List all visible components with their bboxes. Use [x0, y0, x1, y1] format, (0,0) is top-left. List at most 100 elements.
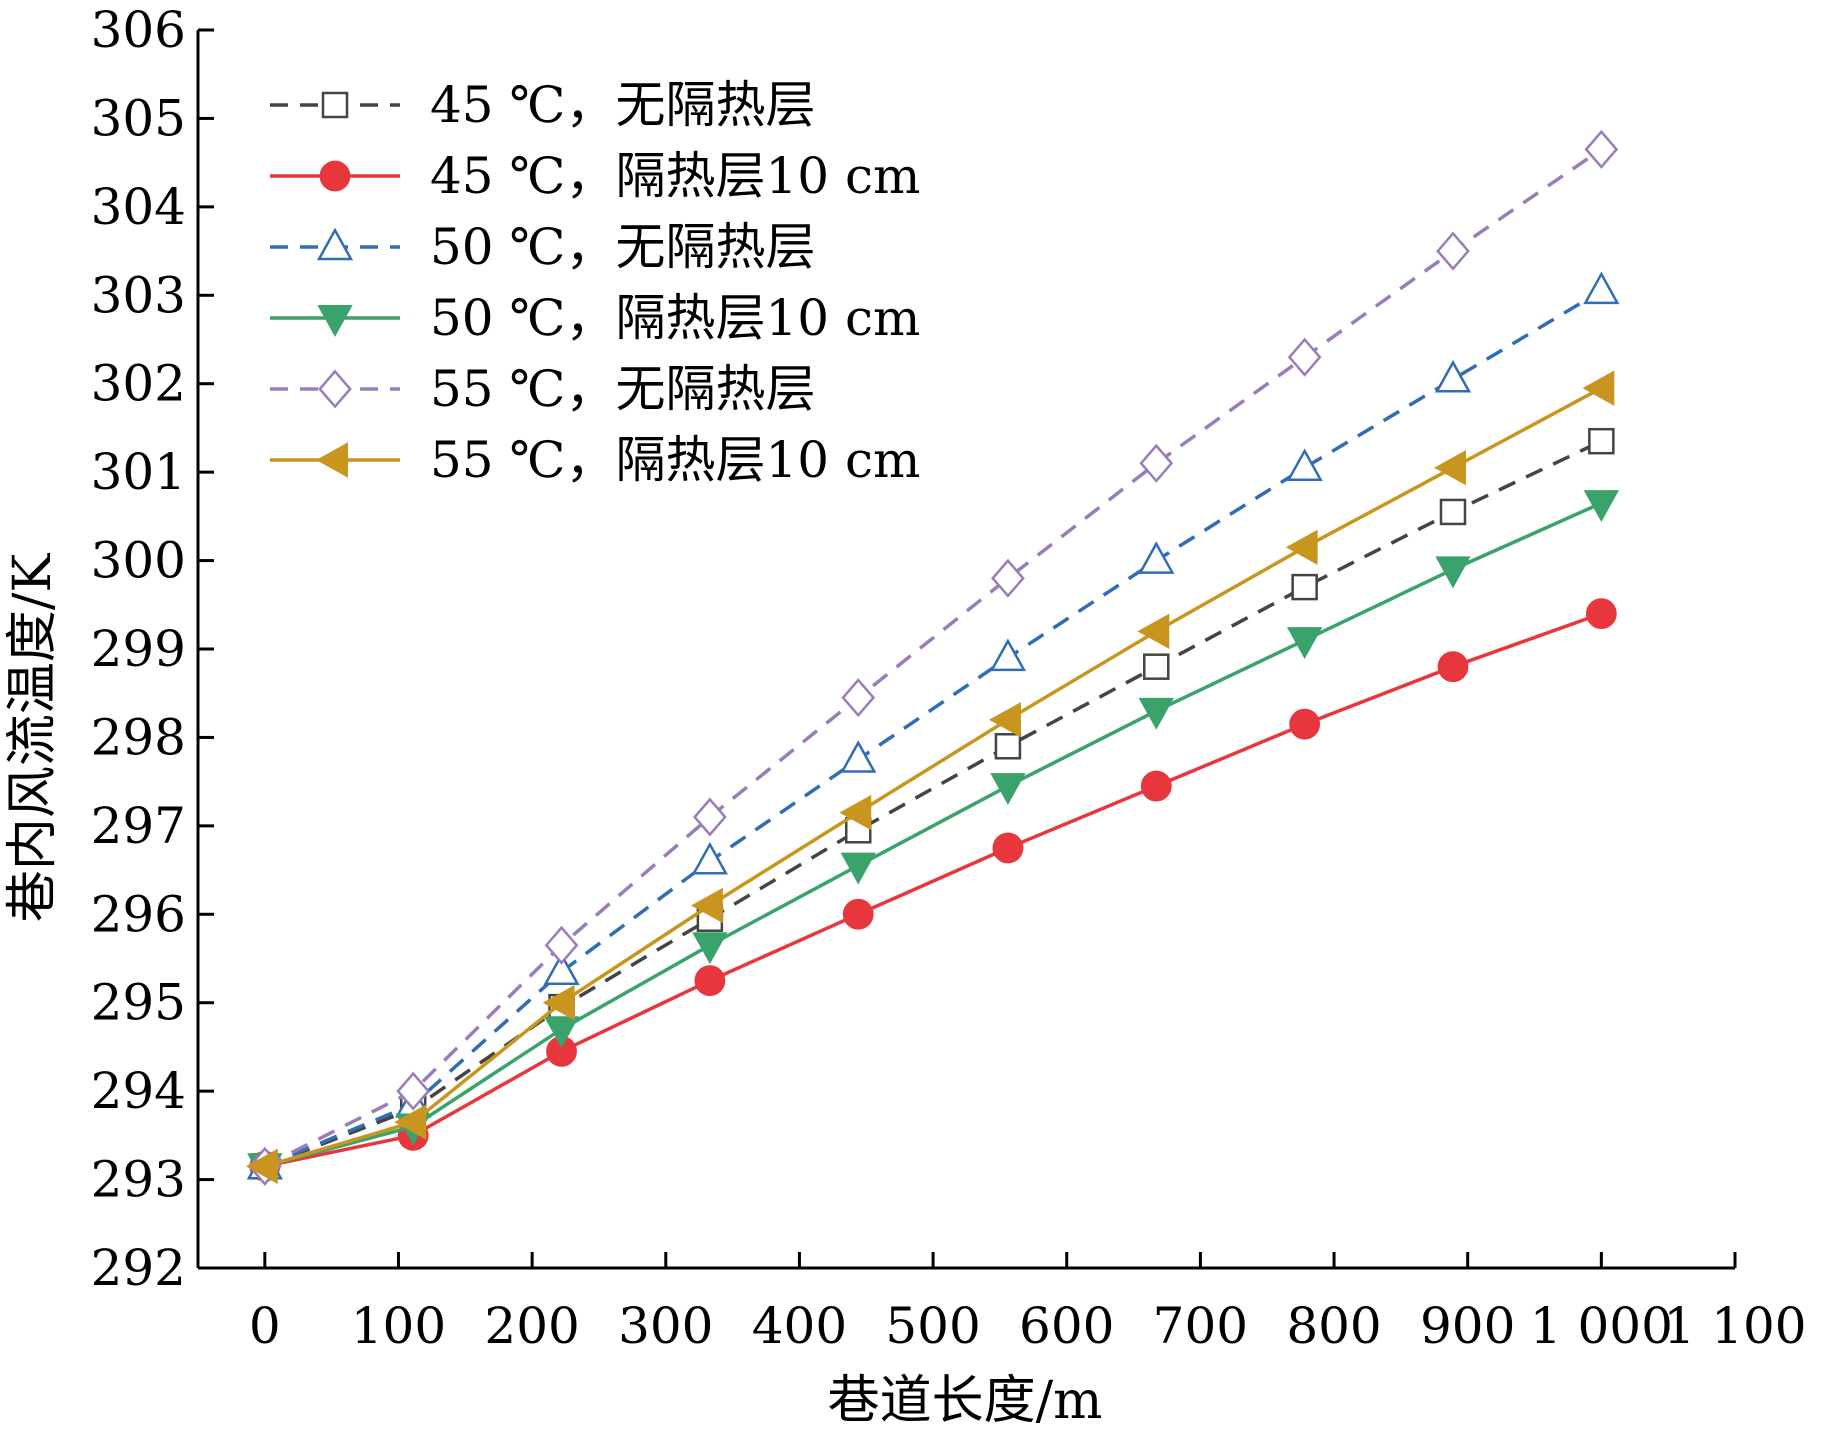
data-point [1138, 697, 1174, 730]
legend-item: 55 ℃，隔热层10 cm [270, 431, 920, 489]
data-point [691, 887, 723, 924]
data-point [1584, 129, 1619, 169]
data-point [1285, 529, 1318, 566]
data-point [842, 898, 874, 930]
data-point [840, 740, 877, 773]
y-axis-title: 巷内风流温度/K [3, 553, 63, 923]
data-point [544, 925, 579, 965]
data-point [1286, 627, 1323, 660]
x-tick-label: 300 [618, 1297, 713, 1355]
x-tick-label: 700 [1153, 1297, 1248, 1355]
series-line [264, 439, 1603, 1168]
data-point [692, 932, 728, 965]
series-line [264, 386, 1603, 1168]
data-point [989, 702, 1021, 738]
y-tick-label: 293 [91, 1151, 186, 1209]
y-tick-label: 298 [91, 708, 186, 766]
data-point [396, 1071, 431, 1111]
data-point [542, 985, 575, 1021]
data-point [691, 841, 729, 875]
data-point [839, 794, 872, 831]
data-point [394, 1104, 427, 1140]
y-tick-label: 294 [91, 1062, 186, 1120]
data-point [1287, 337, 1322, 377]
data-point [992, 832, 1024, 864]
y-tick-label: 305 [91, 89, 186, 147]
data-point [316, 442, 348, 478]
data-point [321, 91, 349, 119]
data-point [840, 852, 876, 885]
x-tick-label: 0 [249, 1297, 281, 1355]
x-tick-label: 500 [885, 1297, 980, 1355]
x-tick-label: 1 100 [1663, 1297, 1806, 1355]
data-point [1436, 231, 1470, 271]
data-point [245, 1148, 278, 1185]
series-6 [245, 370, 1615, 1185]
data-point [1434, 450, 1466, 486]
y-tick-label: 296 [91, 885, 186, 943]
legend-item: 50 ℃，隔热层10 cm [270, 289, 920, 347]
data-point [543, 1016, 580, 1049]
x-tick-label: 100 [351, 1297, 446, 1355]
data-point [989, 638, 1027, 672]
legend-item: 55 ℃，无隔热层 [270, 360, 815, 418]
y-tick-label: 302 [91, 355, 186, 413]
data-point [1585, 598, 1617, 630]
legend-item: 50 ℃，无隔热层 [270, 218, 815, 276]
data-point [991, 558, 1025, 598]
data-point [994, 733, 1022, 760]
legend-item: 45 ℃，隔热层10 cm [270, 147, 920, 205]
series-2 [249, 598, 1617, 1182]
data-point [693, 797, 727, 837]
x-tick-label: 1 000 [1530, 1297, 1673, 1355]
series-layer [245, 129, 1620, 1186]
y-tick-label: 306 [91, 1, 186, 59]
x-tick-label: 600 [1019, 1297, 1114, 1355]
series-4 [247, 490, 1620, 1186]
legend-label: 55 ℃，无隔热层 [430, 360, 815, 418]
data-point [317, 305, 353, 337]
y-tick-label: 304 [91, 178, 186, 236]
data-point [1140, 770, 1172, 802]
legend: 45 ℃，无隔热层 45 ℃，隔热层10 cm 50 ℃，无隔热层 50 ℃，隔热层1… [270, 76, 920, 489]
data-point [1583, 271, 1620, 305]
data-point [1435, 556, 1471, 589]
y-tick-label: 303 [91, 266, 186, 324]
x-tick-label: 200 [484, 1297, 579, 1355]
data-point [1437, 651, 1469, 683]
legend-label: 45 ℃，无隔热层 [430, 76, 815, 134]
legend-label: 50 ℃，隔热层10 cm [430, 289, 920, 347]
x-tick-label: 900 [1420, 1297, 1515, 1355]
data-point [1143, 653, 1170, 680]
legend-item: 45 ℃，无隔热层 [270, 76, 815, 134]
data-point [316, 227, 354, 261]
data-point [318, 369, 352, 409]
y-tick-label: 301 [91, 443, 186, 501]
y-tick-label: 297 [91, 797, 186, 855]
data-point [1289, 708, 1321, 740]
y-tick-label: 300 [91, 532, 186, 590]
data-point [543, 952, 580, 986]
data-point [1582, 370, 1615, 406]
series-line [264, 289, 1603, 1168]
x-tick-label: 400 [752, 1297, 847, 1355]
data-point [1434, 359, 1472, 393]
data-point [1291, 573, 1318, 601]
y-tick-label: 292 [91, 1239, 186, 1297]
data-point [1588, 427, 1615, 455]
data-point [1137, 613, 1170, 650]
data-point [1286, 448, 1323, 481]
data-point [1139, 443, 1174, 483]
x-tick-label: 800 [1286, 1297, 1381, 1355]
legend-label: 55 ℃，隔热层10 cm [430, 431, 920, 489]
data-point [841, 678, 876, 718]
data-point [990, 773, 1026, 805]
data-point [1583, 490, 1620, 522]
legend-label: 50 ℃，无隔热层 [430, 218, 815, 276]
y-tick-label: 295 [91, 974, 186, 1032]
y-tick-label: 299 [91, 620, 186, 678]
series-line [264, 611, 1602, 1169]
data-point [1439, 498, 1467, 526]
